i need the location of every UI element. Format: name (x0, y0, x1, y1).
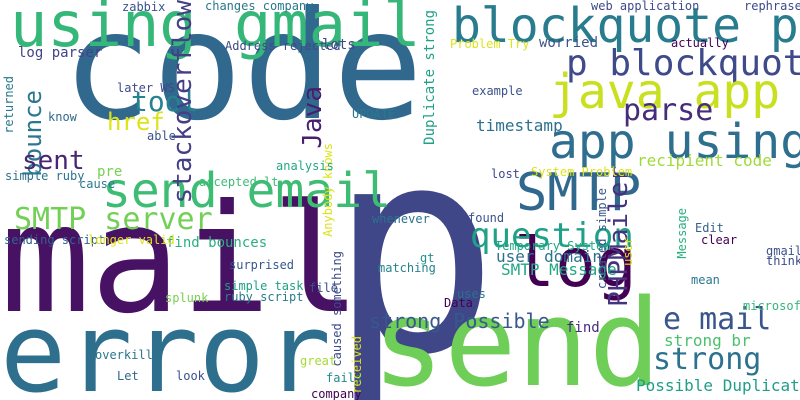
word-simple-task: simple task (224, 279, 304, 293)
word-anybody-knows: Anybody knows (321, 143, 335, 237)
word-pre: pre (97, 164, 123, 180)
word-surprised: surprised (229, 258, 295, 272)
word-duplicate-strong: Duplicate strong (422, 10, 438, 145)
word-worried: worried (539, 35, 599, 51)
word-found: found (468, 211, 505, 225)
word-received: received (350, 336, 364, 394)
word-parse: parse (623, 93, 714, 128)
word-cause: cause (79, 177, 116, 191)
word-splunk: splunk (165, 291, 209, 305)
word-address-rejected: Address rejected (225, 39, 341, 53)
word-actually: actually (671, 36, 729, 50)
word-java-app: java app (549, 64, 781, 120)
word-file: file (309, 281, 338, 295)
word-simple-ruby: simple ruby (5, 169, 85, 183)
word-system-problem: System Problem (531, 165, 633, 179)
word-stackoverflow: stackoverflow (168, 0, 198, 204)
word-matching: matching (378, 261, 436, 275)
word-look: look (176, 369, 205, 383)
word-sending-script: sending script (4, 233, 106, 247)
word-analysis: analysis (276, 159, 334, 173)
word-lots: lots (322, 37, 356, 53)
word-recipient-code: recipient code (637, 151, 772, 170)
word-question: question (470, 216, 634, 256)
word-caused-something: caused something (330, 251, 344, 367)
word-ruby-script: ruby script (224, 290, 304, 304)
word-strong: strong (653, 342, 762, 377)
word-zabbix: zabbix (122, 0, 166, 14)
word-microsoft: microsoft (743, 299, 800, 313)
word-e-mail: e mail (663, 302, 772, 337)
word-know: know (48, 110, 77, 124)
word-able: able (147, 129, 176, 143)
word-send: send (372, 275, 661, 400)
word-message: Message (675, 208, 689, 259)
word-web-application: web application (591, 0, 700, 13)
word-tool: tool (131, 85, 199, 118)
word-p: p (328, 86, 500, 400)
word-temporary-system: Temporary System (495, 239, 611, 253)
word-created-simple: created simple (595, 188, 609, 290)
word-p-blockquote: p blockquote (566, 43, 800, 84)
word-log: log (514, 224, 637, 303)
word-href: href (107, 108, 165, 136)
word-app-using: app using (549, 114, 800, 170)
word-data: Data (444, 296, 473, 310)
word-find: find (566, 320, 600, 336)
word-longer-valid: longer valid (88, 233, 175, 247)
word-rephrase: rephrase (744, 0, 800, 13)
word-uses: uses (457, 287, 486, 301)
word-lost: lost (491, 167, 520, 181)
word-user: user (621, 237, 635, 266)
word-edit: Edit (695, 221, 724, 235)
word-example: example (472, 84, 523, 98)
word-mail: mail (0, 173, 362, 347)
word-smtp: SMTP (516, 163, 642, 223)
word-mean: mean (691, 273, 720, 287)
word-gmail: gmail (766, 244, 800, 258)
word-send-email: send email (102, 163, 391, 219)
word-error: error (0, 289, 332, 400)
word-gt: gt (420, 251, 435, 265)
word-smtp-message: SMTP Message (501, 260, 617, 279)
word-java: Java (298, 86, 328, 149)
word-sent: sent (22, 146, 85, 176)
word-update: UPDATE (352, 107, 396, 121)
word-accepted-lt: accepted lt (199, 175, 279, 189)
word-strong-br: strong br (664, 331, 751, 350)
word-fails: fails (326, 371, 363, 385)
word-later-ws: later WS (117, 81, 175, 95)
word-let: Let (117, 369, 139, 383)
word-code: code (62, 0, 424, 154)
word-clear: clear (701, 233, 738, 247)
word-overkill: overkill (95, 348, 153, 362)
word-smtp-server: SMTP server (14, 202, 213, 237)
word-think: think (766, 254, 800, 268)
word-changes-company: changes company (205, 0, 314, 13)
word-whenever: whenever (372, 212, 430, 226)
word-using-gmail: using gmail (10, 0, 421, 61)
word-user-domain: user domain (496, 247, 602, 266)
word-blockquote-p: blockquote p (452, 0, 799, 54)
word-returned: returned (2, 76, 16, 134)
word-company: company (311, 387, 362, 400)
word-strong-possible: strong Possible (369, 309, 550, 333)
word-great: great (300, 354, 337, 368)
word-possible-duplicate: Possible Duplicate (636, 376, 800, 395)
word-problem-try: Problem Try (450, 37, 530, 51)
word-timestamp: timestamp (476, 116, 563, 135)
word-find-bounces: find bounces (166, 235, 268, 251)
word-log-parser: log parser (18, 45, 103, 61)
